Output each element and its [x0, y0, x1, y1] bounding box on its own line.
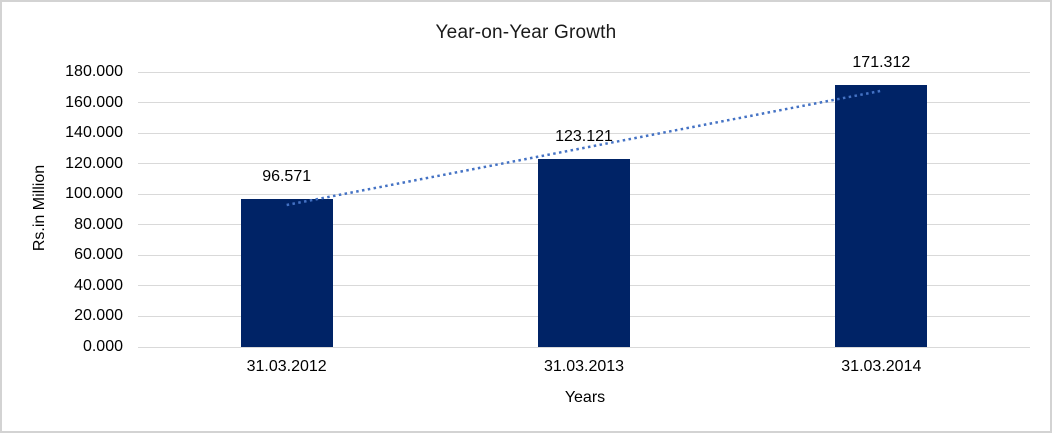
y-axis-tick-label: 60.000	[74, 246, 123, 264]
bar-31.03.2012	[240, 199, 333, 347]
y-axis-tick-label: 80.000	[74, 215, 123, 233]
x-axis-category-label: 31.03.2014	[841, 358, 922, 375]
x-axis-category-label: 31.03.2012	[246, 358, 327, 375]
x-axis-title: Years	[564, 389, 606, 406]
gridline	[138, 346, 1030, 348]
y-axis-tick-label: 160.000	[65, 93, 123, 111]
data-label-31.03.2012: 96.571	[262, 168, 312, 186]
y-axis-tick-label: 100.000	[65, 185, 123, 203]
y-axis-tick-label: 180.000	[65, 63, 123, 80]
bar-31.03.2014	[835, 85, 928, 347]
chart-title: Year-on-Year Growth	[435, 22, 617, 43]
data-label-31.03.2013: 123.121	[555, 127, 613, 145]
y-axis-tick-label: 0.000	[82, 338, 123, 355]
x-axis-category-label: 31.03.2013	[543, 358, 625, 375]
y-axis-tick-label: 120.000	[65, 154, 123, 172]
gridline	[138, 71, 1030, 73]
bar-31.03.2013	[538, 158, 630, 347]
y-axis-tick-label: 20.000	[74, 307, 123, 325]
y-axis-tick-label: 40.000	[74, 276, 123, 294]
y-axis-tick-label: 140.000	[65, 124, 123, 142]
y-axis-title: Rs.in Million	[31, 164, 48, 252]
data-label-31.03.2014: 171.312	[852, 54, 911, 72]
